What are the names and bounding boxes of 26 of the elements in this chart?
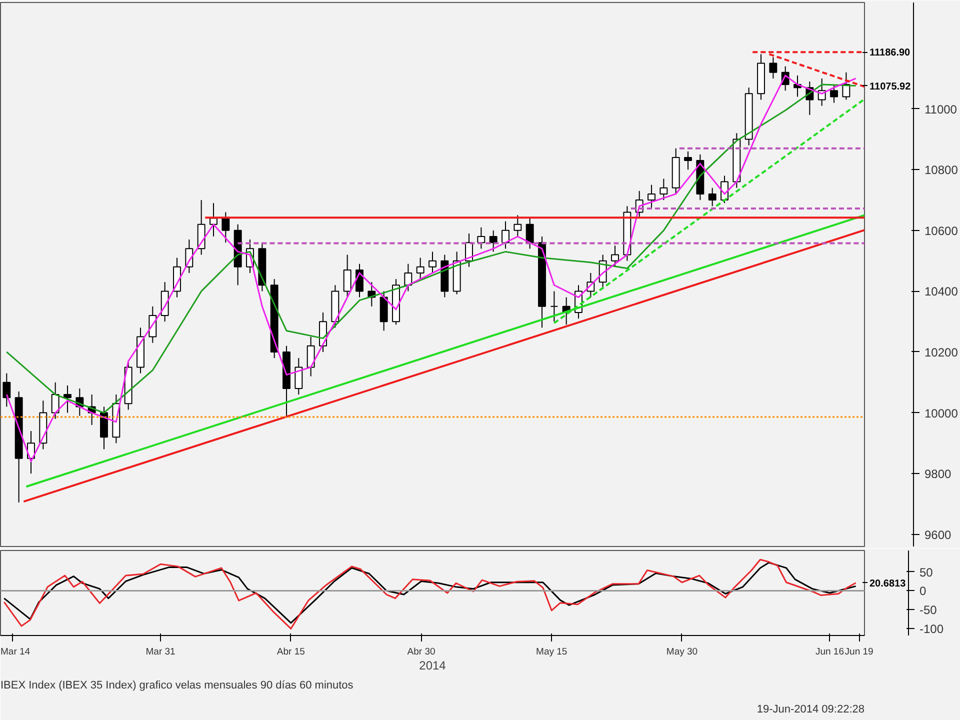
x-axis-title: 2014 <box>419 658 446 672</box>
data-label: 11075.92 <box>870 81 912 92</box>
x-tick-label: Mar 31 <box>146 646 176 658</box>
x-tick-label: Jun 16 <box>815 646 844 658</box>
text: 19-Jun-2014 09:22:28 <box>756 704 865 716</box>
x-tick-label: Mar 14 <box>0 646 30 658</box>
y-tick-label: 10800 <box>924 163 958 178</box>
y-tick-label: 50 <box>920 565 934 580</box>
y-tick-label: -100 <box>920 622 944 636</box>
data-label: 20.6813 <box>870 578 906 590</box>
x-tick-label: May 15 <box>536 646 568 658</box>
y-tick-label: -50 <box>920 603 938 618</box>
y-tick-label: 10200 <box>924 345 958 360</box>
data-label: 11186.90 <box>870 48 911 59</box>
x-tick-label: May 30 <box>666 646 698 658</box>
y-tick-label: 9800 <box>924 467 952 482</box>
y-tick-label: 10600 <box>924 224 958 238</box>
x-tick-label: Jun 19 <box>844 646 874 658</box>
y-tick-label: 10000 <box>924 406 958 420</box>
text: IBEX Index (IBEX 35 Index) grafico velas mensuales 90 días 60 minutos <box>0 680 354 692</box>
y-tick-label: 0 <box>920 584 926 598</box>
x-tick-label: Abr 15 <box>276 646 305 658</box>
y-tick-label: 11000 <box>924 102 958 116</box>
y-tick-label: 10400 <box>924 284 958 299</box>
y-tick-label: 9600 <box>924 528 952 542</box>
x-tick-label: Abr 30 <box>407 646 436 658</box>
